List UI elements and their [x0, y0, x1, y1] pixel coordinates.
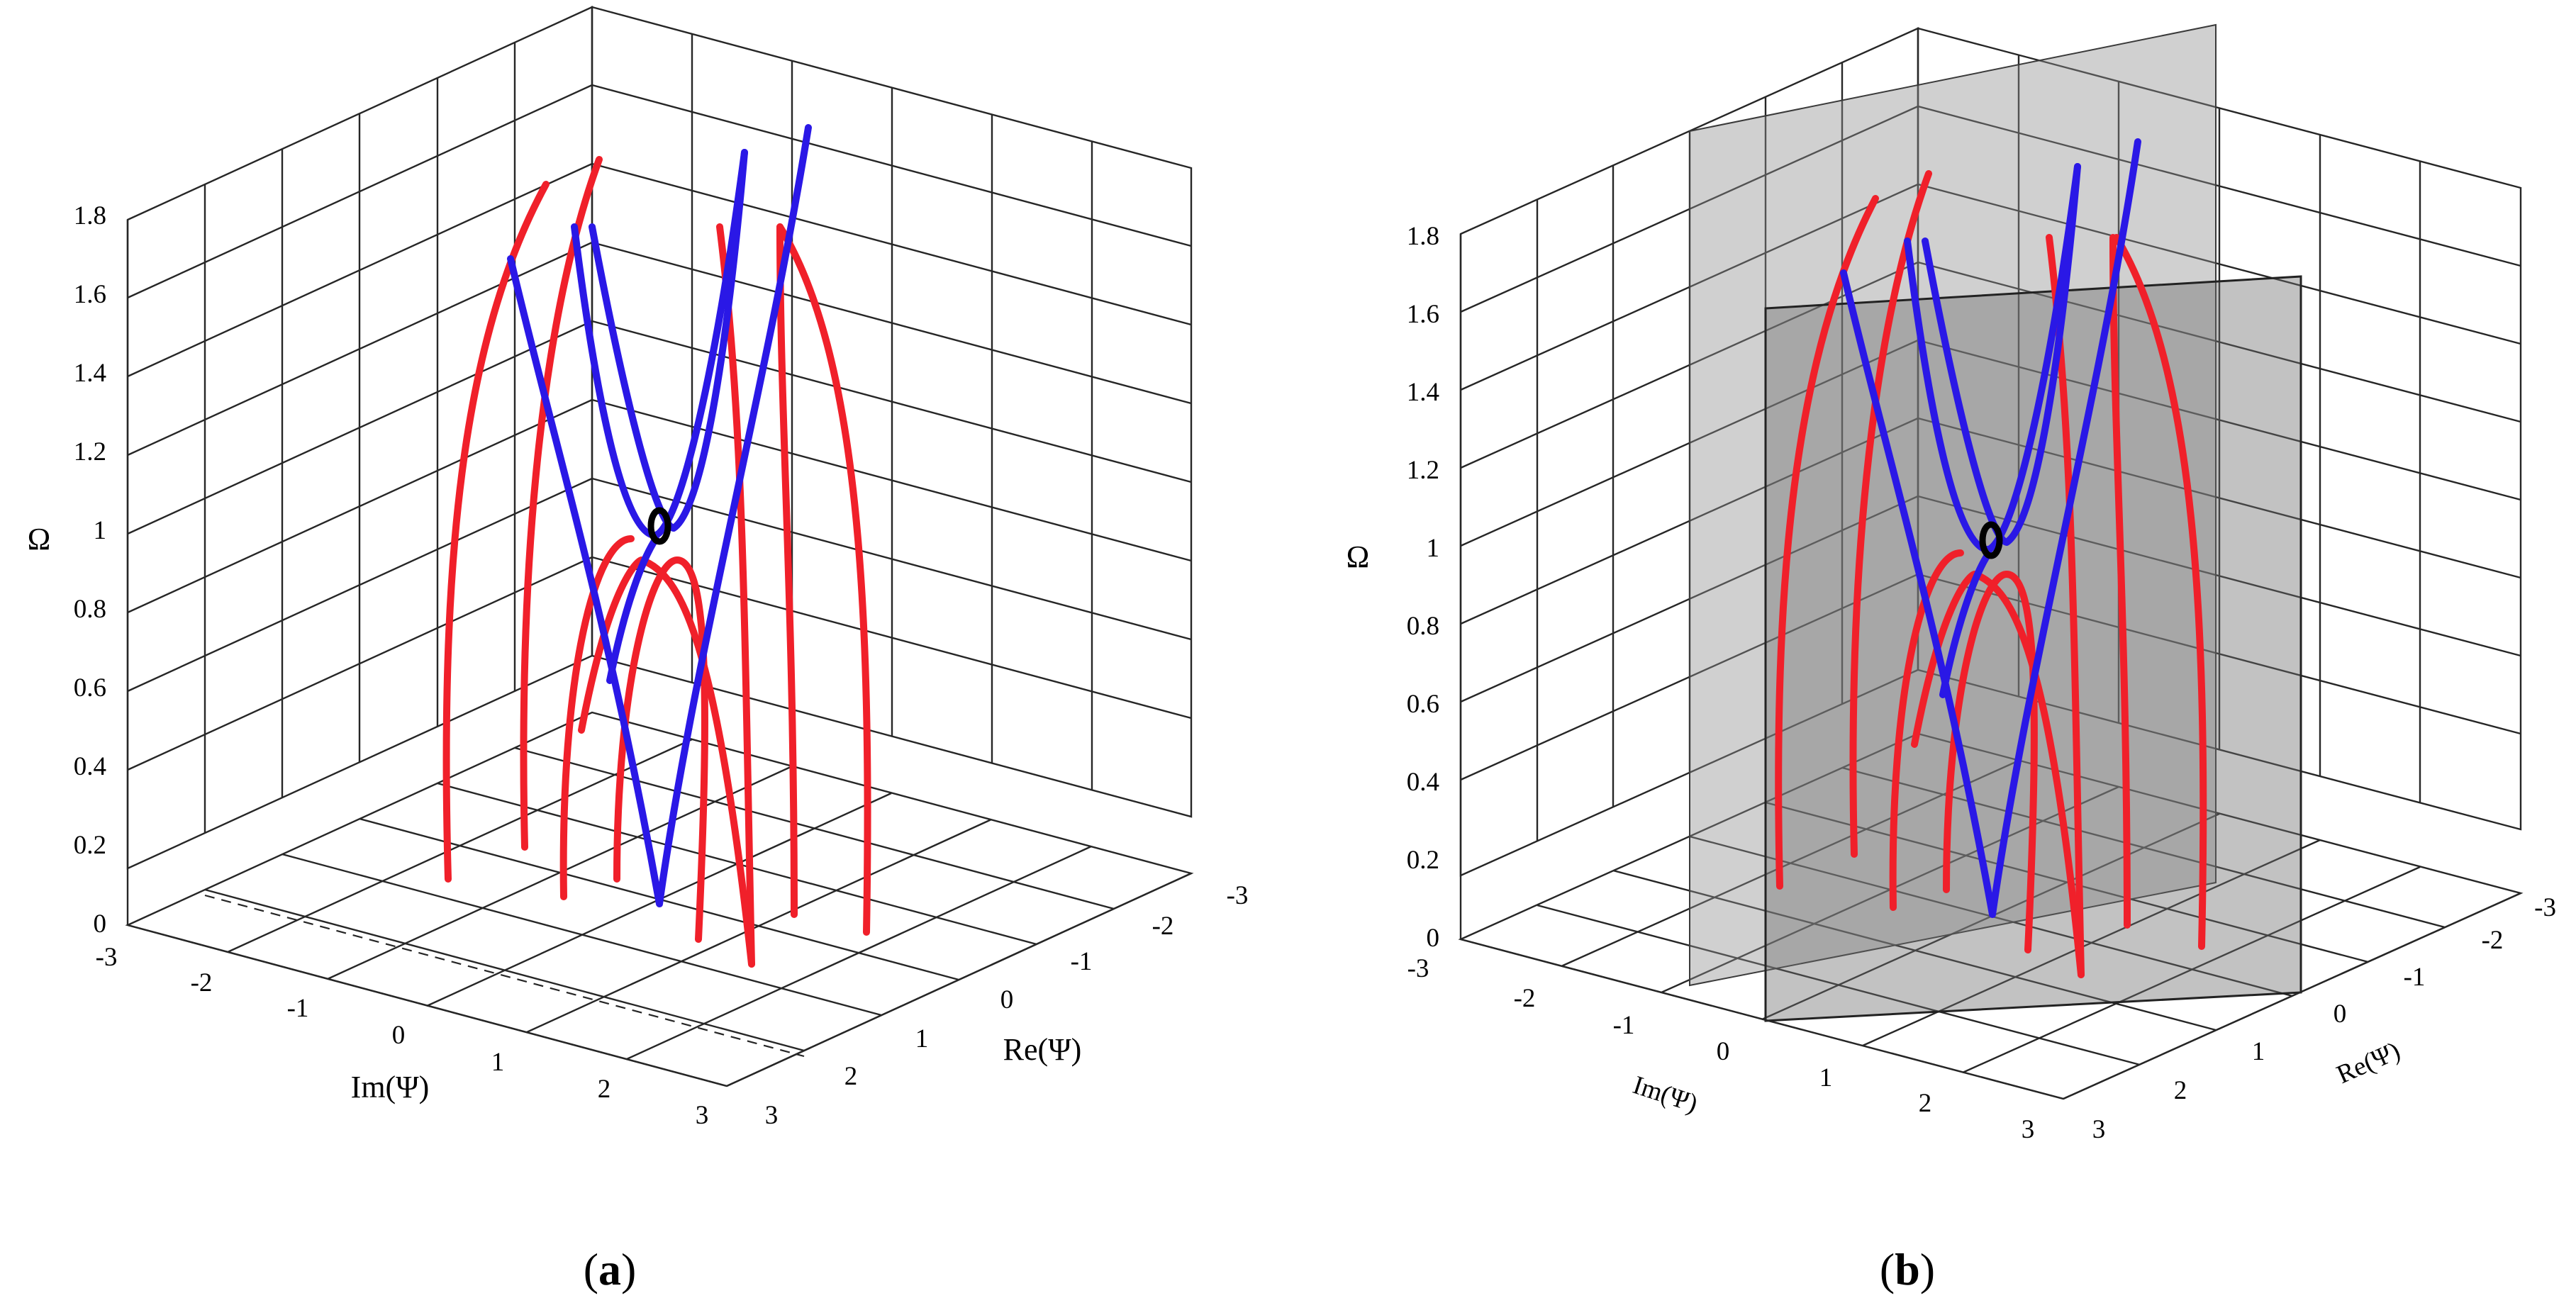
tick-label: 2 [1919, 1089, 1932, 1118]
tick-label: 1 [1427, 534, 1440, 563]
tick-label: 0.2 [1407, 846, 1439, 875]
tick-label: -3 [2534, 893, 2556, 922]
plane-re-zero [1689, 23, 2217, 987]
tick-label: 1.8 [1407, 222, 1439, 251]
ring-marker [1979, 521, 2003, 559]
z-axis-label: Ω [28, 522, 51, 556]
tick-label: -1 [2404, 963, 2426, 992]
blue-curve-u-left [571, 149, 748, 539]
panel-a: 0 0.2 0.4 0.6 0.8 1 1.2 1.4 1.6 1.8 -3 -… [28, 6, 1249, 1294]
tick-label: 0.2 [74, 831, 106, 860]
x-axis-label: Im(Ψ) [1629, 1070, 1701, 1119]
tick-label: 0.6 [1407, 690, 1439, 719]
tick-label: 2 [598, 1075, 611, 1104]
red-curve-8 [1911, 571, 2085, 978]
z-axis-ticks: 0 0.2 0.4 0.6 0.8 1 1.2 1.4 1.6 1.8 [1407, 222, 1439, 953]
tick-label: 1.2 [1407, 456, 1439, 485]
tick-label: 1 [915, 1024, 929, 1053]
tick-label: 1.8 [74, 201, 106, 230]
tick-label: 1.4 [74, 359, 106, 388]
red-curve-5 [776, 223, 798, 918]
tick-label: -1 [1613, 1011, 1635, 1040]
tick-label: 1 [2252, 1037, 2265, 1066]
tick-label: 0 [94, 910, 107, 939]
tick-label: -1 [1071, 947, 1093, 976]
tick-label: 0.6 [74, 673, 106, 703]
tick-label: 0.4 [74, 752, 106, 781]
y-axis-label: Re(Ψ) [1003, 1032, 1082, 1067]
tick-label: 1.6 [74, 280, 106, 309]
blue-curve-cross [1939, 549, 1992, 698]
tick-label: 2 [844, 1062, 858, 1091]
tick-label: 0.8 [74, 595, 106, 624]
tick-label: 3 [2092, 1115, 2106, 1144]
tick-label: -2 [2482, 926, 2504, 955]
tick-label: 3 [2022, 1115, 2035, 1144]
z-axis-ticks: 0 0.2 0.4 0.6 0.8 1 1.2 1.4 1.6 1.8 [74, 201, 106, 939]
caption-a: (a) [584, 1244, 637, 1294]
red-curve-6 [2113, 234, 2207, 950]
tick-label: 1 [1819, 1063, 1833, 1092]
blue-curve-v [507, 124, 812, 907]
tick-label: 3 [696, 1101, 709, 1130]
tick-label: -2 [1514, 984, 1536, 1013]
tick-label: -2 [1152, 912, 1174, 941]
tick-label: -3 [96, 943, 118, 972]
axes-edges [1459, 234, 2521, 1100]
tick-label: 3 [765, 1101, 779, 1130]
tick-label: 1.4 [1407, 378, 1439, 407]
tick-label: 0 [1427, 924, 1440, 953]
red-curve-6 [776, 223, 871, 936]
x-axis-ticks: -3 -2 -1 0 1 2 3 [1407, 954, 2035, 1144]
red-curve-3 [559, 535, 635, 900]
red-curve-7 [613, 556, 708, 943]
red-curve-3 [1889, 549, 1964, 911]
blue-curve-u-right [1922, 163, 2081, 546]
tick-label: 2 [2174, 1076, 2187, 1105]
tick-label: -3 [1407, 954, 1429, 983]
tick-label: 1 [94, 516, 107, 545]
tick-label: -2 [191, 968, 213, 997]
tick-label: 1 [491, 1048, 505, 1077]
red-curve-2 [520, 156, 603, 851]
tick-label: 0 [1717, 1037, 1730, 1066]
red-curve-8 [578, 556, 755, 968]
blue-curve-v [1840, 138, 2141, 918]
blue-curve-cross [606, 535, 659, 684]
tick-label: 0.8 [1407, 612, 1439, 641]
panel-b: 0 0.2 0.4 0.6 0.8 1 1.2 1.4 1.6 1.8 -3 -… [1346, 23, 2556, 1294]
tick-label: 0.4 [1407, 768, 1439, 797]
x-axis-label: Im(Ψ) [351, 1070, 430, 1104]
tick-label: -3 [1227, 881, 1249, 910]
blue-curve-u-right [589, 149, 748, 532]
axes-edges [126, 220, 1192, 1087]
tick-label: 0 [392, 1021, 406, 1050]
x-axis-ticks: -3 -2 -1 0 1 2 3 [96, 943, 709, 1130]
tick-label: 1.2 [74, 437, 106, 466]
y-axis-ticks: 3 2 1 0 -1 -2 -3 [765, 881, 1249, 1130]
tick-label: 1.6 [1407, 300, 1439, 329]
red-curve-5 [2109, 234, 2131, 929]
grid-back-right-wall [1917, 27, 2522, 831]
curves-panel-b [1775, 138, 2207, 978]
blue-curve-u-left [1904, 163, 2081, 553]
tick-label: 0 [1000, 985, 1014, 1014]
caption-b: (b) [1880, 1244, 1935, 1294]
ring-marker [647, 507, 671, 545]
curves-panel-a [442, 124, 871, 968]
y-axis-ticks: 3 2 1 0 -1 -2 -3 [2092, 893, 2556, 1144]
z-axis-label: Ω [1346, 539, 1370, 574]
grid-back-right-wall [591, 6, 1193, 818]
tick-label: -1 [287, 994, 309, 1023]
y-axis-label: Re(Ψ) [2332, 1036, 2404, 1090]
tick-label: 0 [2334, 1000, 2347, 1029]
